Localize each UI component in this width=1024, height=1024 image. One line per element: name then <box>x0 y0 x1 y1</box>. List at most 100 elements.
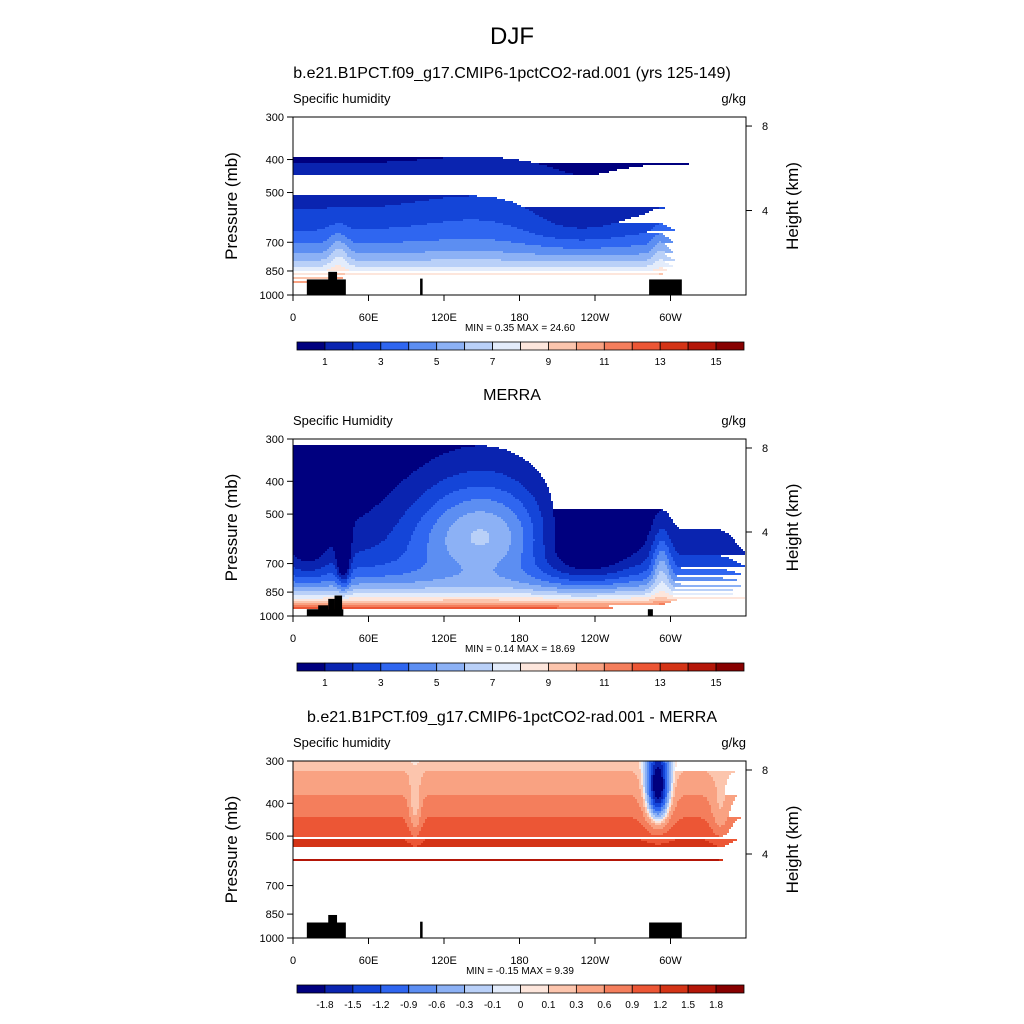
x-tick-label: 0 <box>290 312 296 324</box>
colorbar-swatch <box>548 341 577 351</box>
terrain-mask <box>328 271 338 295</box>
colorbar-label: 9 <box>546 357 552 368</box>
colorbar-swatch <box>380 662 410 672</box>
colorbar-label: 3 <box>378 357 384 368</box>
y-tick-label: 400 <box>266 798 284 810</box>
x-tick-label: 120W <box>581 633 610 645</box>
y-axis-label: Pressure (mb) <box>222 152 241 260</box>
colorbar-swatch <box>408 662 438 672</box>
colorbar-swatch <box>464 662 493 672</box>
terrain-mask <box>328 914 338 938</box>
colorbar-label: -1.5 <box>344 1000 362 1011</box>
colorbar-swatch <box>715 984 745 994</box>
colorbar-swatch <box>296 984 326 994</box>
colorbar-label: 7 <box>490 678 496 689</box>
colorbar-swatch <box>715 662 745 672</box>
colorbar-swatch <box>575 341 605 351</box>
colorbar-swatch <box>296 341 326 351</box>
terrain-mask <box>649 922 682 938</box>
colorbar-swatch <box>324 984 354 994</box>
terrain-mask <box>306 922 346 938</box>
colorbar-label: -0.6 <box>428 1000 446 1011</box>
colorbar-label: 15 <box>711 357 723 368</box>
y-tick-label: 1000 <box>260 933 284 945</box>
colorbar-label: 5 <box>434 678 440 689</box>
colorbar-swatch <box>659 341 689 351</box>
y-tick-label: 500 <box>266 831 284 843</box>
x-tick-label: 60E <box>359 955 379 967</box>
terrain-mask <box>649 279 682 295</box>
colorbar-swatch <box>464 341 493 351</box>
terrain-mask <box>647 609 653 616</box>
y-tick-label: 1000 <box>260 290 284 302</box>
y-tick-label: 1000 <box>260 611 284 623</box>
colorbar: 1 3 5 7 9 11 13 15 <box>296 341 745 368</box>
terrain-mask <box>420 921 423 938</box>
panel-title: b.e21.B1PCT.f09_g17.CMIP6-1pctCO2-rad.00… <box>307 709 717 726</box>
colorbar-swatch <box>492 662 521 672</box>
x-tick-label: 60E <box>359 633 379 645</box>
colorbar-label: 13 <box>655 357 667 368</box>
x-tick-label: 120E <box>431 312 457 324</box>
x-tick-label: 120W <box>581 955 610 967</box>
colorbar-swatch <box>492 984 521 994</box>
x-tick-label: 120W <box>581 312 610 324</box>
x-tick-label: 60W <box>659 633 682 645</box>
colorbar-swatch <box>631 341 661 351</box>
colorbar-swatch <box>324 662 354 672</box>
colorbar-swatch <box>520 984 549 994</box>
heatmap-field <box>293 761 741 861</box>
colorbar-swatch <box>575 662 605 672</box>
colorbar-swatch <box>603 984 633 994</box>
colorbar-label: 11 <box>599 678 610 689</box>
colorbar-swatch <box>575 984 605 994</box>
colorbar-label: 1 <box>322 357 328 368</box>
colorbar-swatch <box>408 984 438 994</box>
y2-tick-label: 4 <box>762 849 768 861</box>
colorbar-swatch <box>352 341 382 351</box>
colorbar-label: -0.9 <box>400 1000 418 1011</box>
y-tick-label: 300 <box>266 756 284 768</box>
colorbar-label: 7 <box>490 357 496 368</box>
colorbar-label: 1 <box>322 678 328 689</box>
colorbar-label: 13 <box>655 678 667 689</box>
y-tick-label: 500 <box>266 509 284 521</box>
colorbar-swatch <box>548 662 577 672</box>
x-tick-label: 0 <box>290 955 296 967</box>
terrain-mask <box>420 278 423 295</box>
heatmap-field <box>293 157 689 283</box>
panel-title: b.e21.B1PCT.f09_g17.CMIP6-1pctCO2-rad.00… <box>293 65 731 82</box>
colorbar-swatch <box>380 984 410 994</box>
units-label: g/kg <box>721 735 746 750</box>
colorbar-swatch <box>687 984 717 994</box>
y-axis-label: Pressure (mb) <box>222 474 241 582</box>
terrain-mask <box>306 279 346 295</box>
colorbar-swatch <box>408 341 438 351</box>
min-max-stats: MIN = -0.15 MAX = 9.39 <box>466 966 574 977</box>
colorbar-swatch <box>687 341 717 351</box>
x-tick-label: 0 <box>290 633 296 645</box>
colorbar-label: 0 <box>518 1000 524 1011</box>
y-tick-label: 700 <box>266 881 284 893</box>
colorbar-swatch <box>380 341 410 351</box>
y-tick-label: 500 <box>266 188 284 200</box>
terrain-mask <box>334 595 343 616</box>
y2-tick-label: 8 <box>762 121 768 133</box>
colorbar: -1.8 -1.5 -1.2 -0.9 -0.6 -0.3 -0.1 0 0.1 0.3 0.6 0.… <box>296 984 745 1011</box>
colorbar-swatch <box>324 341 354 351</box>
y-tick-label: 850 <box>266 909 284 921</box>
y-tick-label: 700 <box>266 559 284 571</box>
colorbar-swatch <box>659 662 689 672</box>
y2-axis-label: Height (km) <box>783 162 802 250</box>
x-tick-label: 180 <box>510 633 528 645</box>
heatmap-field <box>293 445 745 609</box>
y-tick-label: 850 <box>266 266 284 278</box>
colorbar-label: 1.2 <box>653 1000 667 1011</box>
y-axis-label: Pressure (mb) <box>222 796 241 904</box>
colorbar-swatch <box>436 341 466 351</box>
panel-3: b.e21.B1PCT.f09_g17.CMIP6-1pctCO2-rad.00… <box>222 709 802 1011</box>
colorbar-swatch <box>436 662 466 672</box>
colorbar-label: 11 <box>599 357 610 368</box>
variable-label: Specific humidity <box>293 735 391 750</box>
